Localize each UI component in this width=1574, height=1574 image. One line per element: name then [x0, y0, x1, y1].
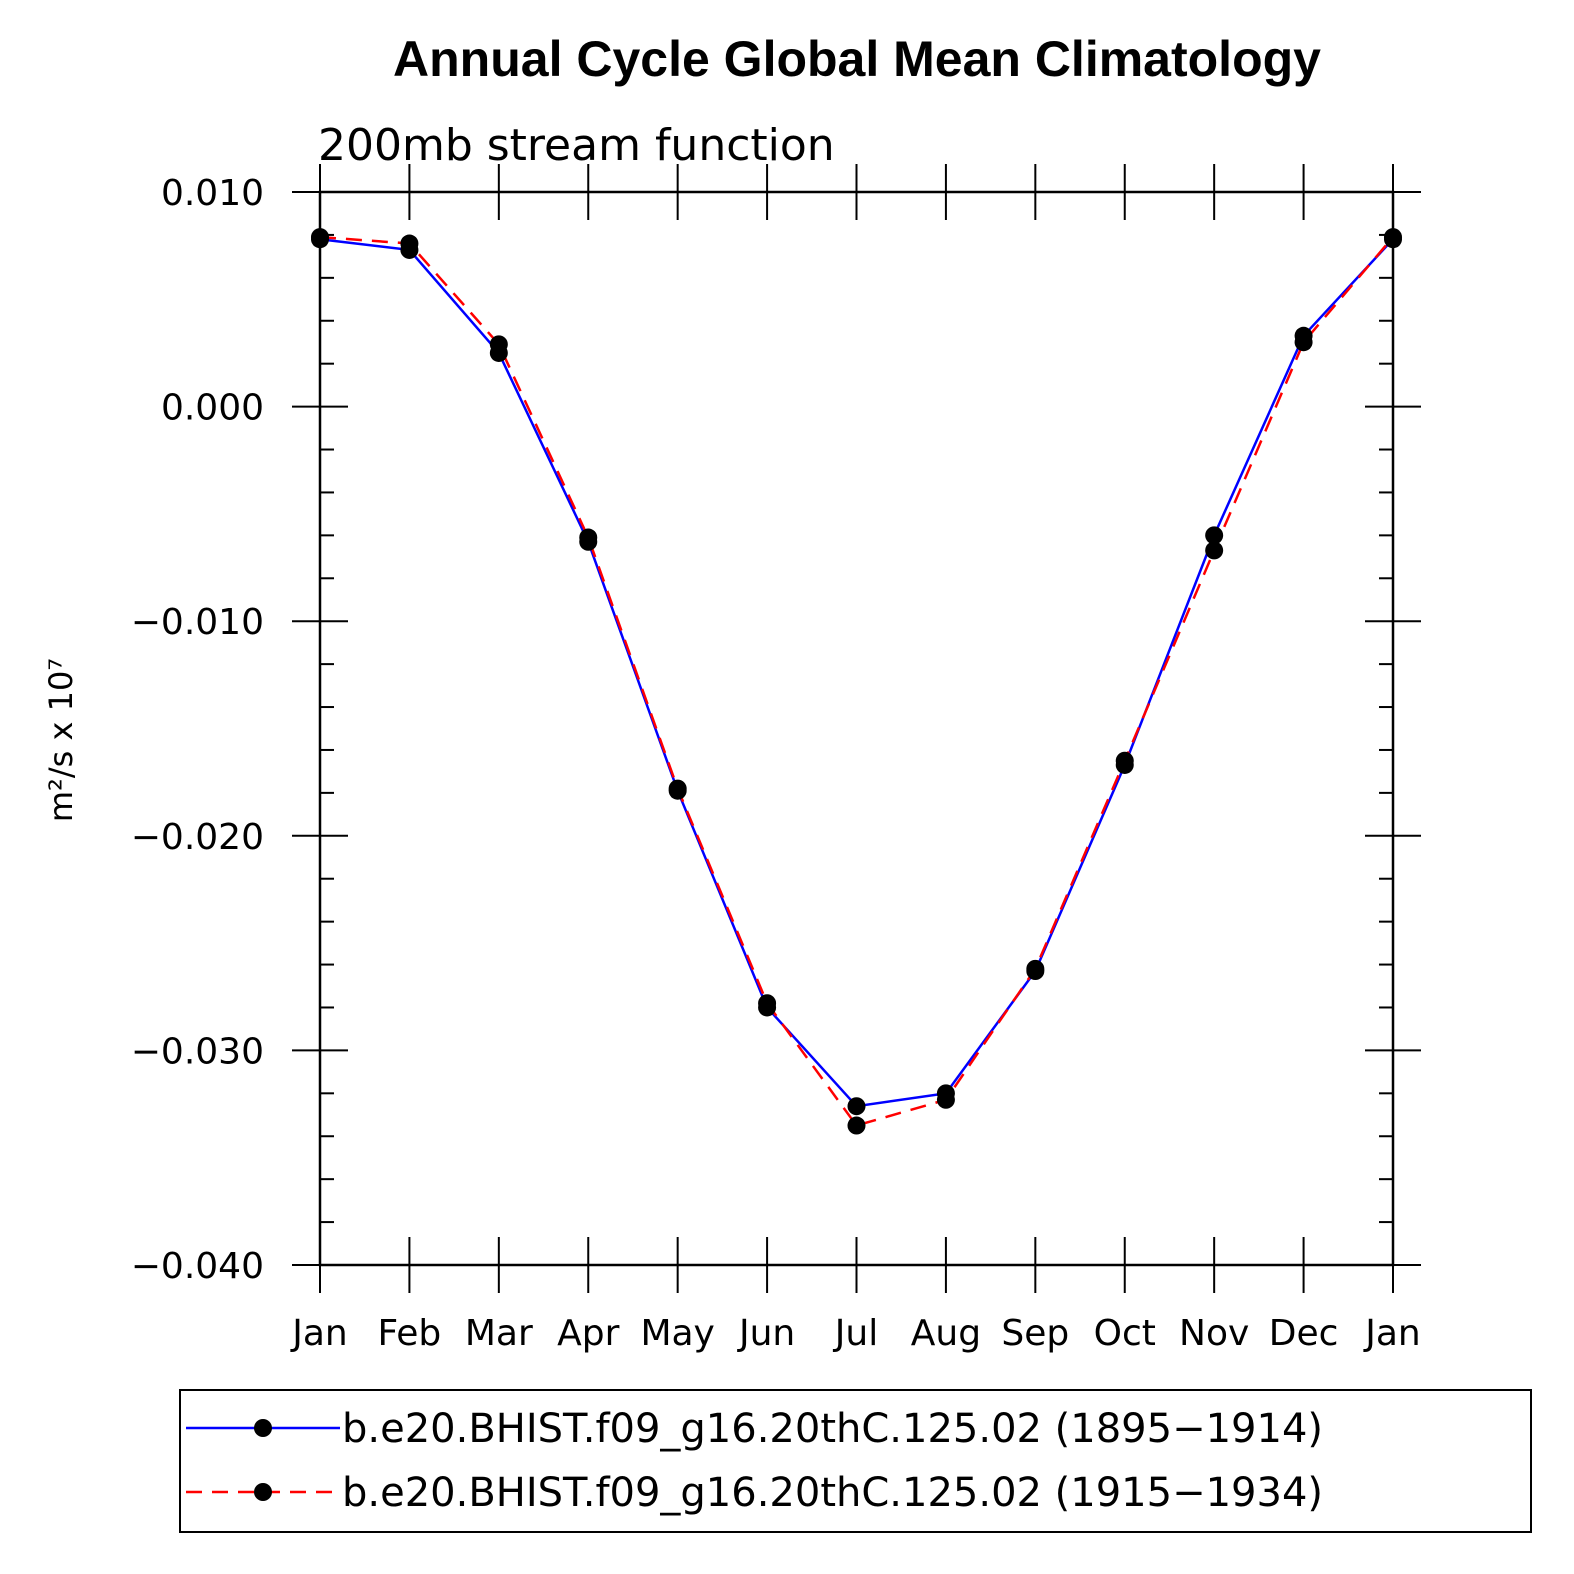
legend-marker-1 [254, 1419, 272, 1437]
legend-label-2: b.e20.BHIST.f09_g16.20thC.125.02 (1915−1… [342, 1470, 1323, 1516]
y-tick-label: −0.020 [131, 817, 264, 858]
legend-box [179, 1389, 1532, 1533]
x-tick-label: Nov [1179, 1313, 1249, 1354]
y-axis-label: m²/s x 10⁷ [42, 658, 80, 822]
data-point-series-2 [847, 1116, 866, 1135]
data-point-series-2 [1384, 228, 1402, 247]
x-tick-label: Sep [1001, 1313, 1069, 1354]
data-point-series-2 [400, 234, 419, 253]
data-point-series-2 [668, 779, 687, 798]
x-tick-label: Mar [465, 1313, 533, 1354]
x-tick-label: Jan [1363, 1313, 1421, 1354]
legend: b.e20.BHIST.f09_g16.20thC.125.02 (1895−1… [179, 1389, 1532, 1533]
x-tick-label: Oct [1094, 1313, 1156, 1354]
y-tick-label: −0.010 [131, 602, 264, 643]
series-line-2 [319, 235, 1394, 1127]
data-point-series-2 [1026, 959, 1045, 978]
series-line-1 [319, 237, 1394, 1108]
x-tick-label: Jun [737, 1313, 795, 1354]
y-tick-label: 0.000 [161, 388, 264, 429]
data-point-series-2 [758, 994, 777, 1013]
data-point-series-2 [579, 528, 598, 547]
x-tick-label: Jul [833, 1313, 878, 1354]
data-point-series-2 [1294, 333, 1313, 352]
data-point-series-1 [1205, 526, 1224, 545]
x-tick-label: Dec [1269, 1313, 1339, 1354]
data-point-series-1 [847, 1097, 866, 1116]
data-point-series-2 [311, 228, 329, 247]
y-tick-label: 0.010 [161, 173, 264, 214]
y-tick-label: −0.030 [131, 1031, 264, 1072]
data-point-series-2 [936, 1090, 955, 1109]
plot-area: 0.010 0.000 −0.010 −0.020 −0.030 −0.040 Jan Feb… [131, 164, 1421, 1354]
x-tick-label: May [640, 1313, 714, 1354]
x-tick-label: Aug [911, 1313, 981, 1354]
data-point-series-2 [1205, 541, 1224, 560]
data-point-series-2 [1115, 751, 1134, 770]
y-tick-label: −0.040 [131, 1246, 264, 1287]
x-tick-label: Jan [290, 1313, 348, 1354]
legend-marker-2 [254, 1483, 272, 1501]
x-tick-label: Apr [557, 1313, 619, 1354]
chart-subtitle: 200mb stream function [318, 120, 835, 171]
chart-title: Annual Cycle Global Mean Climatology [393, 31, 1321, 87]
data-point-series-2 [489, 335, 508, 354]
x-tick-label: Feb [378, 1313, 442, 1354]
legend-label-1: b.e20.BHIST.f09_g16.20thC.125.02 (1895−1… [342, 1406, 1323, 1452]
